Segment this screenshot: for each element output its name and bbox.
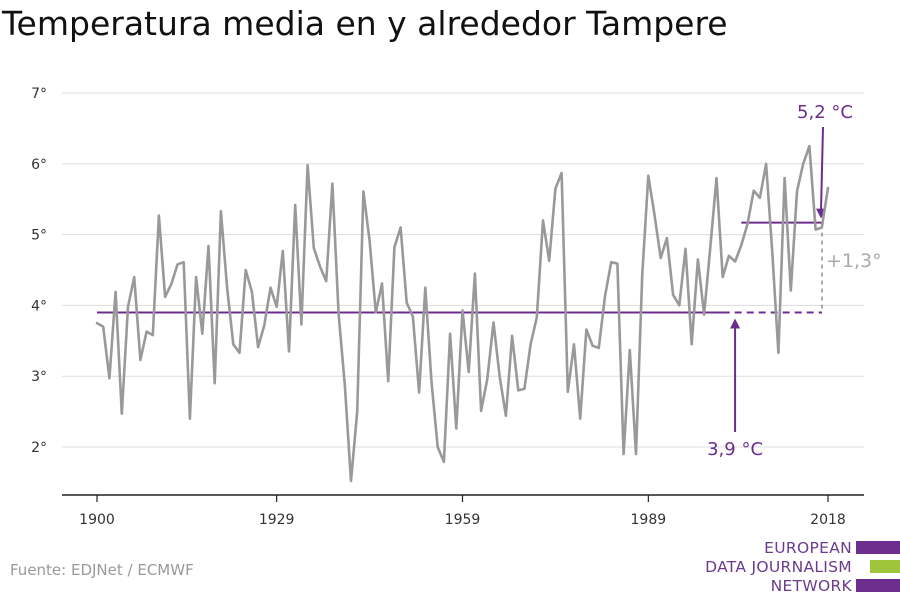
- x-tick-1959: 1959: [445, 512, 481, 528]
- recent-arrow-shaft: [820, 126, 824, 211]
- annotation-labels: 3,9 °C 5,2 °C +1,3°: [707, 102, 882, 460]
- source-note: Fuente: EDJNet / ECMWF: [10, 561, 194, 579]
- x-tick-1900: 1900: [79, 512, 115, 528]
- logo-line-3: NETWORK: [770, 577, 852, 595]
- baseline-label: 3,9 °C: [707, 439, 763, 460]
- recent-label: 5,2 °C: [797, 102, 853, 123]
- y-tick-4: 4°: [31, 298, 47, 314]
- y-tick-labels: 2° 3° 4° 5° 6° 7°: [31, 86, 47, 456]
- edjnet-logo: EUROPEAN DATA JOURNALISM NETWORK: [700, 538, 900, 598]
- x-tick-1989: 1989: [631, 512, 667, 528]
- baseline-arrow-head: [730, 318, 741, 329]
- x-tick-1929: 1929: [259, 512, 295, 528]
- logo-bar-3: [856, 579, 900, 592]
- y-tick-7: 7°: [31, 86, 47, 102]
- x-axis: 1900 1929 1959 1989 2018: [62, 494, 864, 528]
- logo-bar-2: [870, 560, 900, 573]
- y-tick-3: 3°: [31, 369, 47, 385]
- logo-line-2: DATA JOURNALISM: [705, 558, 852, 576]
- temperature-series-line: [95, 144, 830, 483]
- logo-bar-1: [856, 541, 900, 554]
- grid-lines: [62, 92, 864, 448]
- y-tick-6: 6°: [31, 157, 47, 173]
- x-tick-2018: 2018: [810, 512, 846, 528]
- difference-label: +1,3°: [826, 250, 882, 272]
- y-tick-5: 5°: [31, 228, 47, 244]
- logo-line-1: EUROPEAN: [764, 539, 852, 557]
- chart-title: Temperatura media en y alrededor Tampere: [2, 4, 728, 43]
- y-tick-2: 2°: [31, 440, 47, 456]
